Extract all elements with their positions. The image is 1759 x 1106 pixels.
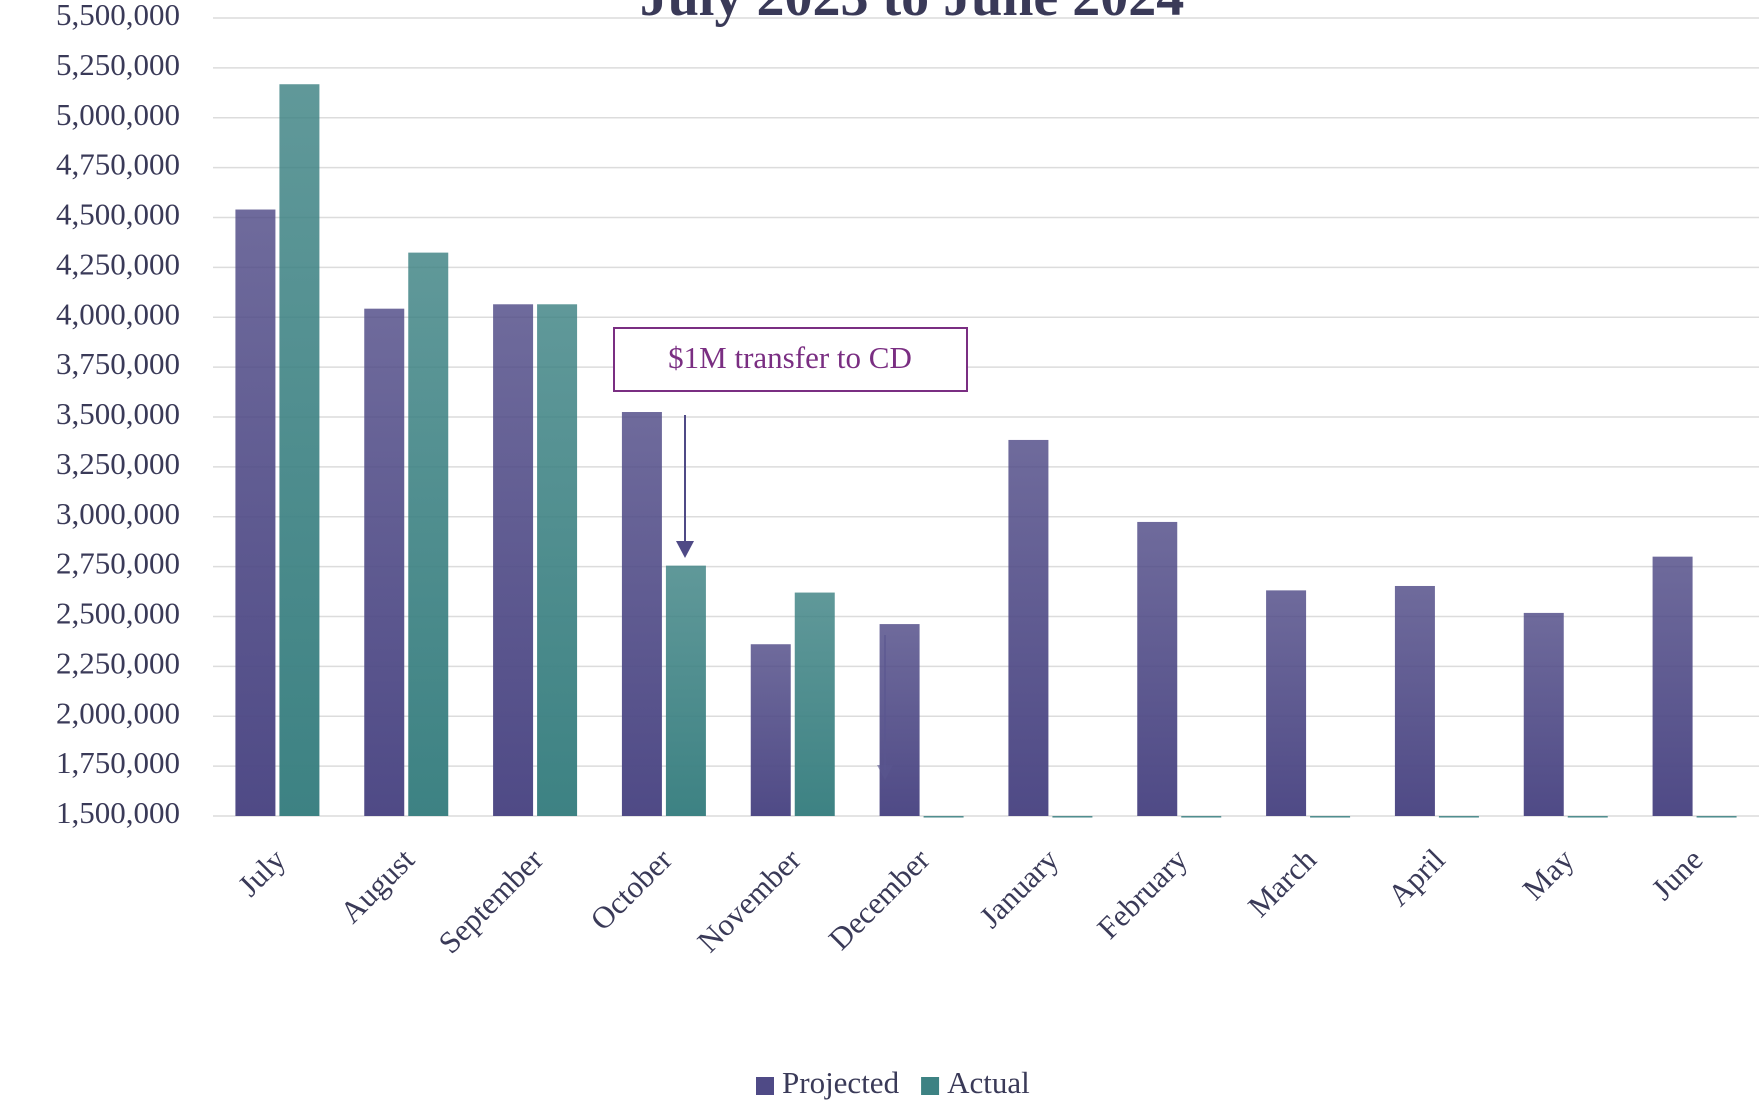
bar <box>1394 585 1435 816</box>
bar <box>750 644 791 816</box>
bar <box>1696 816 1737 818</box>
bar <box>279 84 320 816</box>
legend-swatch <box>921 1077 940 1095</box>
y-tick-label: 2,750,000 <box>56 546 180 581</box>
y-tick-label: 2,500,000 <box>56 596 180 631</box>
y-tick-label: 4,250,000 <box>56 246 180 281</box>
chart-title: July 2023 to June 2024 <box>640 0 1185 28</box>
x-tick-label: September <box>431 841 550 960</box>
annotation-box <box>613 327 968 392</box>
y-tick-label: 5,250,000 <box>56 47 180 82</box>
x-tick-label: January <box>972 841 1065 934</box>
y-tick-label: 2,250,000 <box>56 645 180 680</box>
y-tick-label: 3,000,000 <box>56 496 180 531</box>
x-tick-label: October <box>583 841 679 937</box>
bar <box>1008 439 1049 816</box>
y-tick-label: 4,000,000 <box>56 296 180 331</box>
y-tick-label: 4,500,000 <box>56 197 180 232</box>
y-tick-label: 5,500,000 <box>56 0 180 32</box>
x-tick-label: March <box>1241 841 1323 923</box>
annotation-text: $1M transfer to CD <box>668 340 912 375</box>
y-tick-label: 4,750,000 <box>56 147 180 182</box>
bar <box>537 304 578 816</box>
bar <box>1652 556 1693 816</box>
y-tick-label: 5,000,000 <box>56 97 180 132</box>
y-tick-label: 3,250,000 <box>56 446 180 481</box>
y-tick-label: 2,000,000 <box>56 695 180 730</box>
bar <box>1310 816 1351 818</box>
bar <box>923 816 964 818</box>
x-tick-label: August <box>333 841 421 929</box>
bar <box>621 412 662 816</box>
bar <box>665 565 706 816</box>
bar <box>1523 612 1564 816</box>
y-tick-label: 3,500,000 <box>56 396 180 431</box>
bar <box>794 592 835 816</box>
bar <box>1052 816 1093 818</box>
y-tick-label: 3,750,000 <box>56 346 180 381</box>
legend-label: Actual <box>947 1065 1030 1100</box>
x-tick-label: June <box>1644 842 1709 907</box>
bar <box>1266 590 1307 816</box>
bar <box>408 252 449 816</box>
legend-swatch <box>756 1077 774 1095</box>
y-tick-label: 1,500,000 <box>56 795 180 830</box>
x-tick-label: April <box>1381 842 1452 913</box>
bar <box>1137 521 1178 816</box>
annotation-arrowhead <box>676 541 694 558</box>
bar <box>879 624 920 816</box>
bar <box>1181 816 1222 818</box>
bar <box>493 304 534 816</box>
bar <box>235 209 276 816</box>
faint-arrowhead <box>877 765 893 780</box>
bar <box>1567 816 1608 818</box>
legend-label: Projected <box>782 1065 900 1100</box>
y-tick-label: 1,750,000 <box>56 745 180 780</box>
x-tick-label: December <box>822 841 937 956</box>
bar <box>364 308 405 816</box>
x-tick-label: July <box>231 841 293 903</box>
x-tick-label: February <box>1090 841 1194 945</box>
x-tick-label: May <box>1516 841 1581 906</box>
bar <box>1438 816 1479 818</box>
x-tick-label: November <box>690 841 808 959</box>
